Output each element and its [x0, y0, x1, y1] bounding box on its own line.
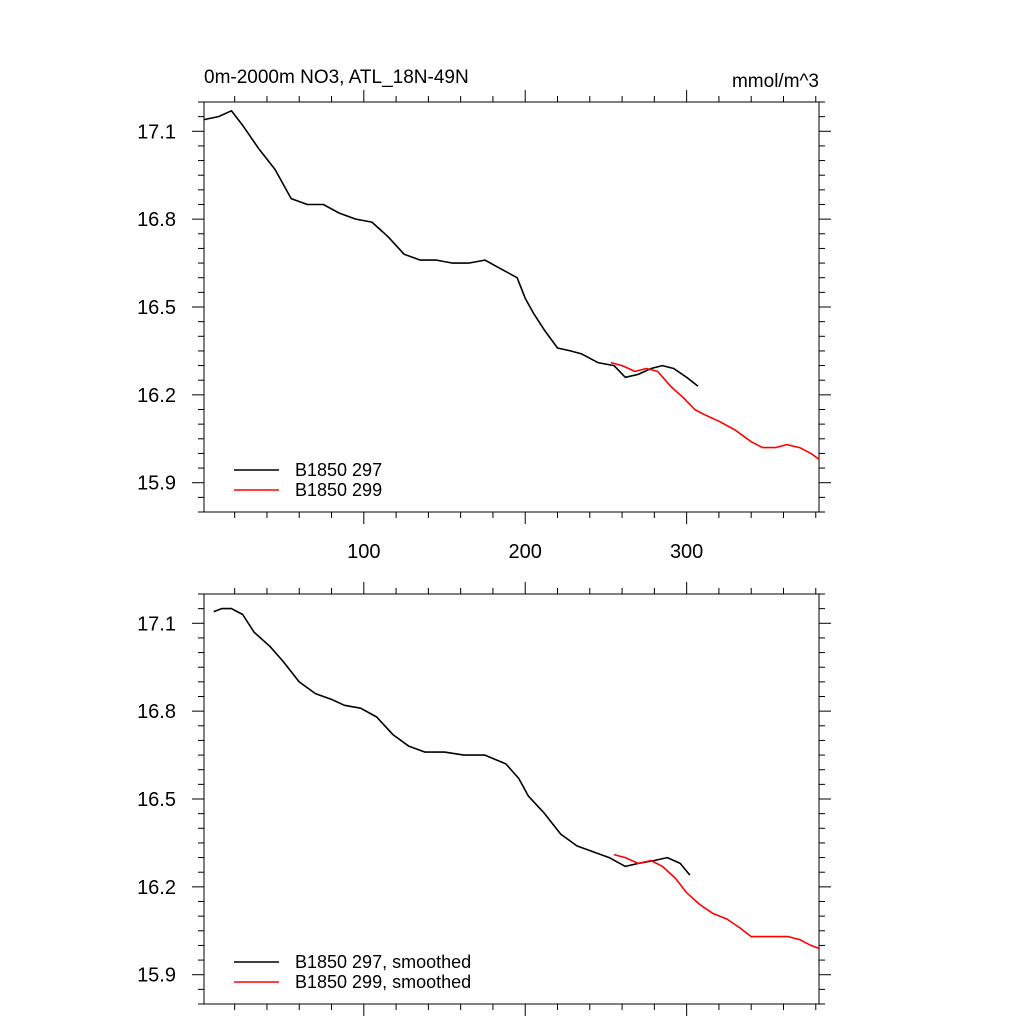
plot-frame [203, 101, 820, 513]
bottom-panel: 15.9 16.2 16.5 16.8 17.1 B1850 297, smoothedB… [137, 582, 831, 1016]
y-tick-label: 15.9 [137, 473, 176, 495]
x-tick-label: 300 [670, 541, 703, 563]
legend-label: B1850 297 [295, 460, 382, 480]
y-tick-label: 17.1 [137, 613, 176, 635]
y-tick-label: 16.2 [137, 877, 176, 899]
legend-label: B1850 299 [295, 480, 382, 500]
series-line-b1850-297-smoothed [213, 607, 691, 876]
x-tick-label: 200 [509, 541, 542, 563]
y-tick-label: 16.8 [137, 701, 176, 723]
series-line-b1850-297 [203, 110, 699, 387]
y-tick-label: 16.8 [137, 209, 176, 231]
y-tick-label: 17.1 [137, 121, 176, 143]
series-line-b1850-299-smoothed [613, 853, 820, 950]
series-line-b1850-299 [610, 361, 820, 460]
legend-label: B1850 299, smoothed [295, 972, 471, 992]
x-tick-label: 100 [347, 541, 380, 563]
y-tick-label: 15.9 [137, 965, 176, 987]
top-panel: 15.9 16.2 16.5 16.8 17.1 100 200 300 B1850 297B1… [137, 90, 831, 563]
y-tick-label: 16.5 [137, 789, 176, 811]
y-tick-label: 16.5 [137, 297, 176, 319]
units-label: mmol/m^3 [732, 71, 819, 92]
y-tick-label: 16.2 [137, 385, 176, 407]
legend-label: B1850 297, smoothed [295, 952, 471, 972]
chart-title: 0m-2000m NO3, ATL_18N-49N [204, 67, 469, 88]
plot-frame [203, 593, 820, 1005]
